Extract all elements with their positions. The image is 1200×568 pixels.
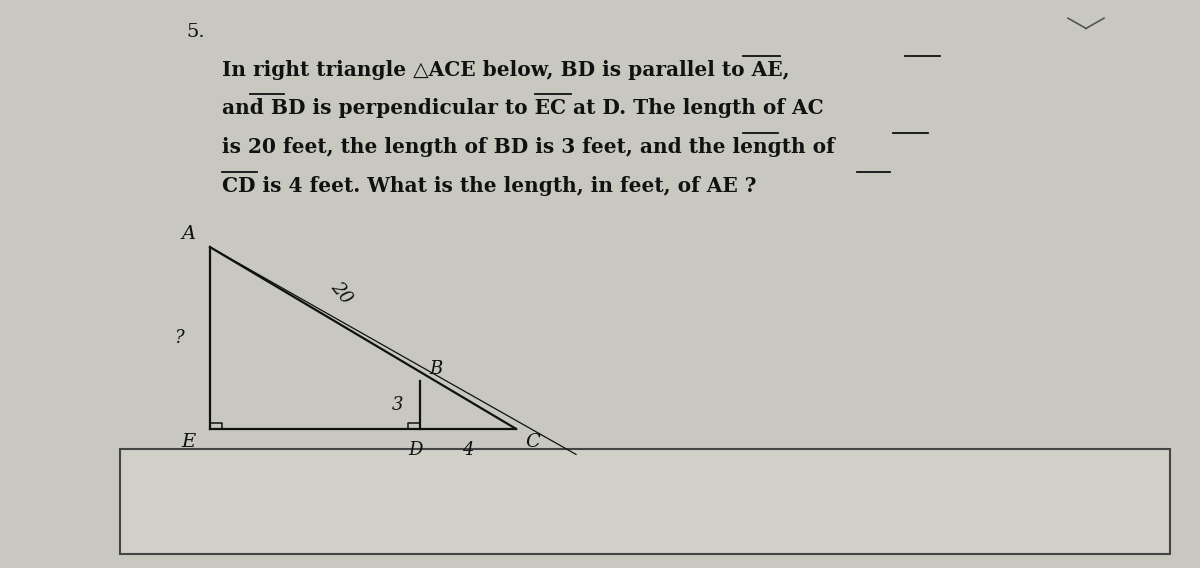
Text: A: A [181, 224, 196, 243]
Text: E: E [181, 433, 196, 452]
Text: CD is 4 feet. What is the length, in feet, of AE ?: CD is 4 feet. What is the length, in fee… [222, 176, 756, 195]
Text: 5.: 5. [186, 23, 205, 41]
Text: 3: 3 [391, 396, 403, 414]
Text: 20: 20 [328, 278, 355, 307]
Text: B: B [430, 360, 443, 378]
Text: ?: ? [174, 329, 184, 347]
Text: In right triangle △ACE below, BD is parallel to AE,: In right triangle △ACE below, BD is para… [222, 60, 790, 80]
Text: and BD is perpendicular to EC at D. The length of AC: and BD is perpendicular to EC at D. The … [222, 98, 823, 118]
Text: 4: 4 [462, 441, 474, 460]
Text: D: D [408, 441, 422, 460]
Text: C: C [526, 433, 540, 452]
Bar [120, 449, 1170, 554]
Text: is 20 feet, the length of BD is 3 feet, and the length of: is 20 feet, the length of BD is 3 feet, … [222, 137, 835, 157]
